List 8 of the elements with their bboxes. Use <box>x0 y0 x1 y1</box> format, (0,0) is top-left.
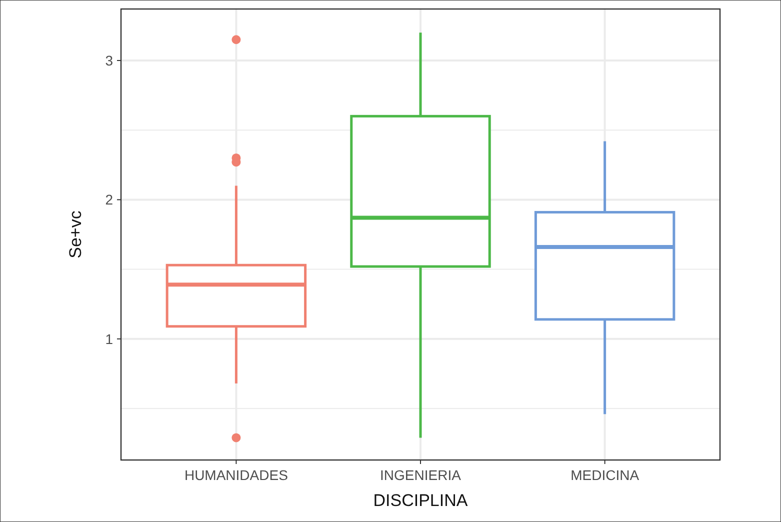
x-tick-label: INGENIERIA <box>380 467 462 483</box>
x-tick-label: HUMANIDADES <box>184 467 288 483</box>
y-tick-label: 3 <box>105 52 114 68</box>
y-tick-label: 1 <box>105 330 114 347</box>
x-axis-title: DISCIPLINA <box>373 491 468 510</box>
y-axis-title: Se+vc <box>66 210 85 258</box>
y-tick-label: 2 <box>105 192 114 208</box>
x-tick-label: MEDICINA <box>570 467 640 483</box>
